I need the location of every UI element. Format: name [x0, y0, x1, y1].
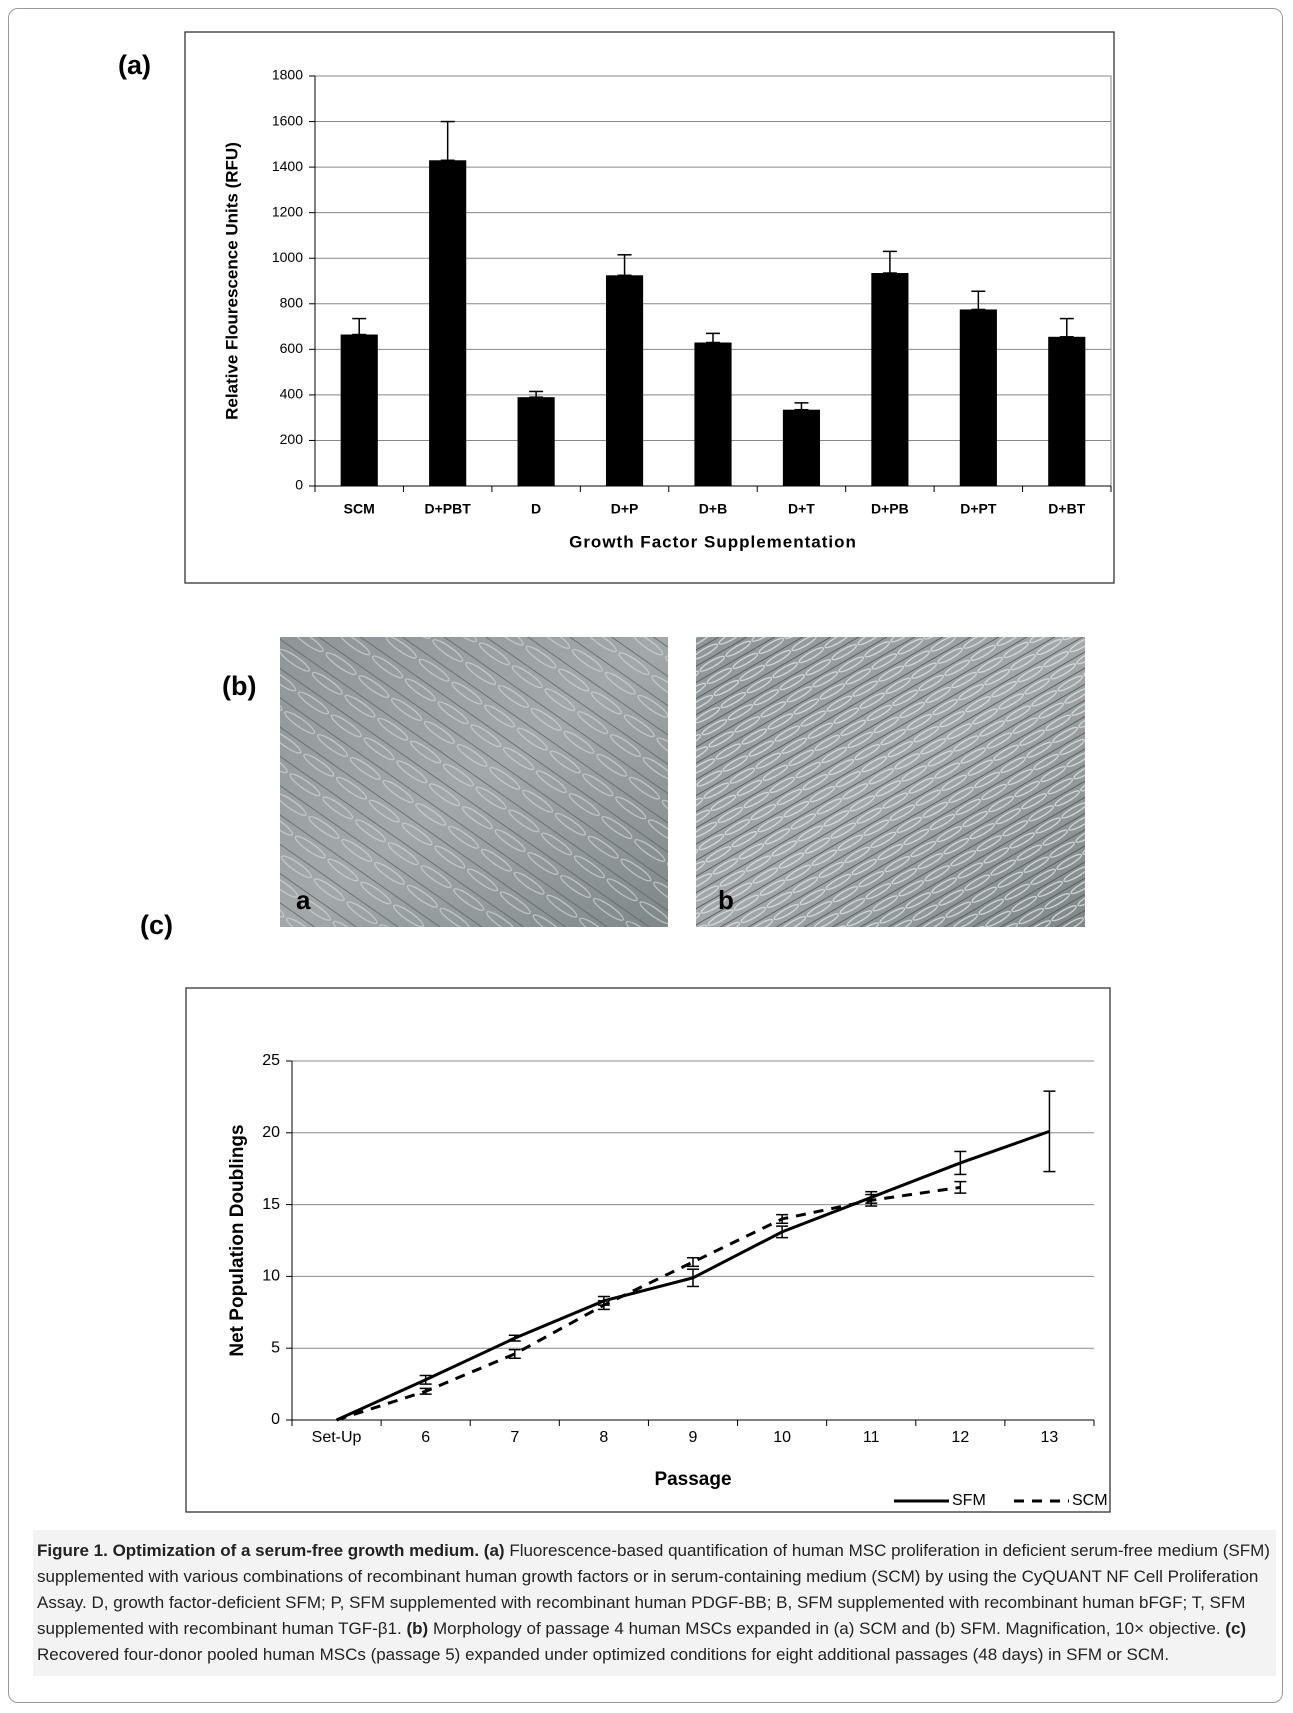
- x-tick-label: 7: [510, 1429, 519, 1446]
- caption-label: (c): [1225, 1619, 1247, 1638]
- panel-label: (b): [222, 671, 256, 701]
- bar: [694, 342, 732, 486]
- bar: [605, 275, 644, 486]
- y-tick-label: 15: [262, 1196, 280, 1213]
- y-tick-label: 1000: [272, 249, 303, 265]
- x-tick-label: 13: [1041, 1429, 1059, 1446]
- x-tick-label: D: [531, 501, 541, 517]
- caption-title: Figure 1. Optimization of a serum-free g…: [37, 1541, 480, 1560]
- x-tick-label: 8: [599, 1429, 608, 1446]
- x-tick-label: D+PB: [871, 501, 909, 517]
- caption-text: Morphology of passage 4 human MSCs expan…: [432, 1619, 1221, 1638]
- y-tick-label: 800: [280, 294, 304, 310]
- caption-text: Recovered four-donor pooled human MSCs (…: [37, 1645, 1170, 1664]
- panel-label: (a): [118, 50, 151, 80]
- x-tick-label: D+P: [611, 501, 639, 517]
- bar: [871, 273, 909, 486]
- x-tick-label: D+B: [699, 501, 727, 517]
- x-tick-label: D+PT: [960, 501, 997, 517]
- y-tick-label: 200: [280, 431, 304, 447]
- x-tick-label: D+T: [788, 501, 815, 517]
- y-tick-label: 20: [262, 1124, 280, 1141]
- x-axis-title: Growth Factor Supplementation: [569, 532, 857, 551]
- x-tick-label: SCM: [344, 501, 375, 517]
- bar: [340, 334, 378, 486]
- caption: Figure 1. Optimization of a serum-free g…: [33, 1530, 1276, 1676]
- y-tick-label: 600: [280, 340, 304, 356]
- panel-a-box: [184, 31, 1115, 584]
- panel-c-box: [185, 987, 1111, 1513]
- x-tick-label: 12: [951, 1429, 969, 1446]
- panel-label: (c): [140, 910, 173, 940]
- x-tick-label: D+BT: [1048, 501, 1085, 517]
- bar: [517, 397, 555, 486]
- y-tick-label: 25: [262, 1052, 280, 1069]
- y-tick-label: 0: [271, 1411, 280, 1428]
- x-tick-label: Set-Up: [312, 1429, 362, 1446]
- x-tick-label: 10: [773, 1429, 791, 1446]
- x-tick-label: 9: [689, 1429, 698, 1446]
- series-line: [336, 1185, 961, 1422]
- caption-label: (b): [406, 1619, 429, 1638]
- caption-label: (a): [483, 1541, 505, 1560]
- photo-label: b: [718, 885, 734, 915]
- bar: [1048, 336, 1086, 486]
- y-tick-label: 5: [271, 1339, 280, 1356]
- caption-text: Fluorescence-based quantification of hum…: [37, 1541, 1270, 1638]
- figure-frame: [8, 8, 1283, 1703]
- bar: [959, 309, 997, 486]
- legend-label: SFM: [952, 1492, 986, 1509]
- y-tick-label: 10: [262, 1268, 280, 1285]
- photo: b: [696, 637, 1085, 927]
- figure: (a) (b) (c) a b 020040060080010001200140…: [118, 31, 1115, 1513]
- y-axis-title: Net Population Doublings: [227, 1124, 248, 1356]
- y-tick-label: 1400: [272, 158, 303, 174]
- x-tick-label: 11: [863, 1429, 880, 1446]
- y-axis-title: Relative Flourescence Units (RFU): [222, 142, 241, 420]
- y-tick-label: 1200: [272, 203, 303, 219]
- bar: [782, 409, 821, 486]
- y-tick-label: 0: [295, 477, 303, 493]
- y-tick-label: 1600: [272, 112, 303, 128]
- legend-label: SCM: [1072, 1492, 1108, 1509]
- x-tick-label: 6: [421, 1429, 430, 1446]
- bar: [429, 160, 467, 486]
- x-tick-label: D+PBT: [425, 501, 472, 517]
- y-tick-label: 1800: [272, 67, 303, 83]
- y-tick-label: 400: [280, 386, 304, 402]
- photo-label: a: [296, 885, 311, 915]
- photo: a: [280, 637, 668, 927]
- x-axis-title: Passage: [654, 1469, 731, 1490]
